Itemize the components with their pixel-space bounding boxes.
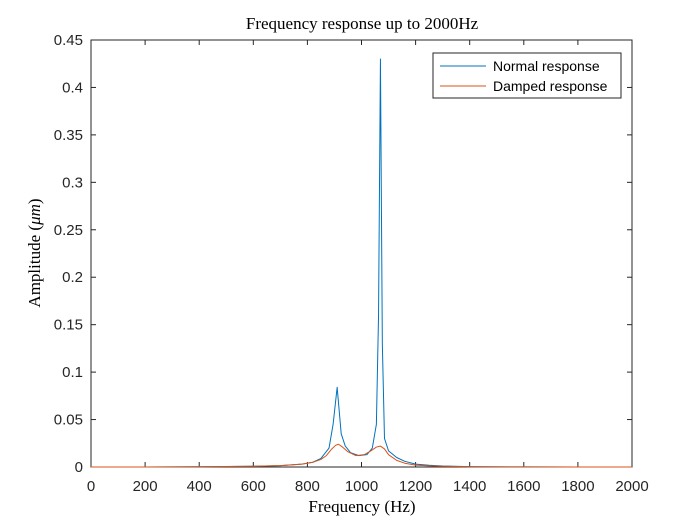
x-tick-label: 0 [87, 478, 95, 495]
series-line-damped-response [91, 443, 632, 468]
chart-title: Frequency response up to 2000Hz [246, 14, 479, 33]
x-axis-label: Frequency (Hz) [308, 497, 415, 516]
y-tick-label: 0.05 [54, 412, 83, 429]
y-axis-label-suffix: ) [25, 198, 44, 204]
y-axis-label: Amplitude (μm) [25, 198, 44, 307]
y-tick-label: 0.1 [62, 364, 83, 381]
legend: Normal response Damped response [432, 52, 622, 99]
x-tick-label: 1200 [399, 478, 432, 495]
y-axis-label-prefix: Amplitude ( [25, 225, 44, 308]
y-tick-label: 0.45 [54, 32, 83, 49]
legend-label-normal: Normal response [493, 58, 600, 74]
axis-ticks: 0 200 400 600 800 1000 1200 1400 1600 1800 2000 0 0.… [54, 32, 649, 495]
x-tick-label: 1600 [507, 478, 540, 495]
plot-area [90, 39, 633, 468]
x-tick-label: 1800 [561, 478, 594, 495]
y-axis-label-unit: μm [25, 204, 44, 226]
x-tick-label: 2000 [615, 478, 648, 495]
y-tick-label: 0.2 [62, 269, 83, 286]
y-tick-label: 0 [75, 459, 83, 476]
y-tick-label: 0.35 [54, 127, 83, 144]
x-tick-label: 600 [241, 478, 266, 495]
y-tick-label: 0.15 [54, 317, 83, 334]
x-tick-label: 1000 [345, 478, 378, 495]
x-tick-label: 200 [133, 478, 158, 495]
legend-label-damped: Damped response [493, 78, 608, 94]
y-tick-label: 0.25 [54, 222, 83, 239]
y-tick-label: 0.3 [62, 174, 83, 191]
x-tick-label: 800 [295, 478, 320, 495]
series-lines [91, 58, 632, 468]
legend-box [432, 52, 622, 99]
x-tick-label: 1400 [453, 478, 486, 495]
x-tick-label: 400 [187, 478, 212, 495]
y-tick-label: 0.4 [62, 79, 83, 96]
